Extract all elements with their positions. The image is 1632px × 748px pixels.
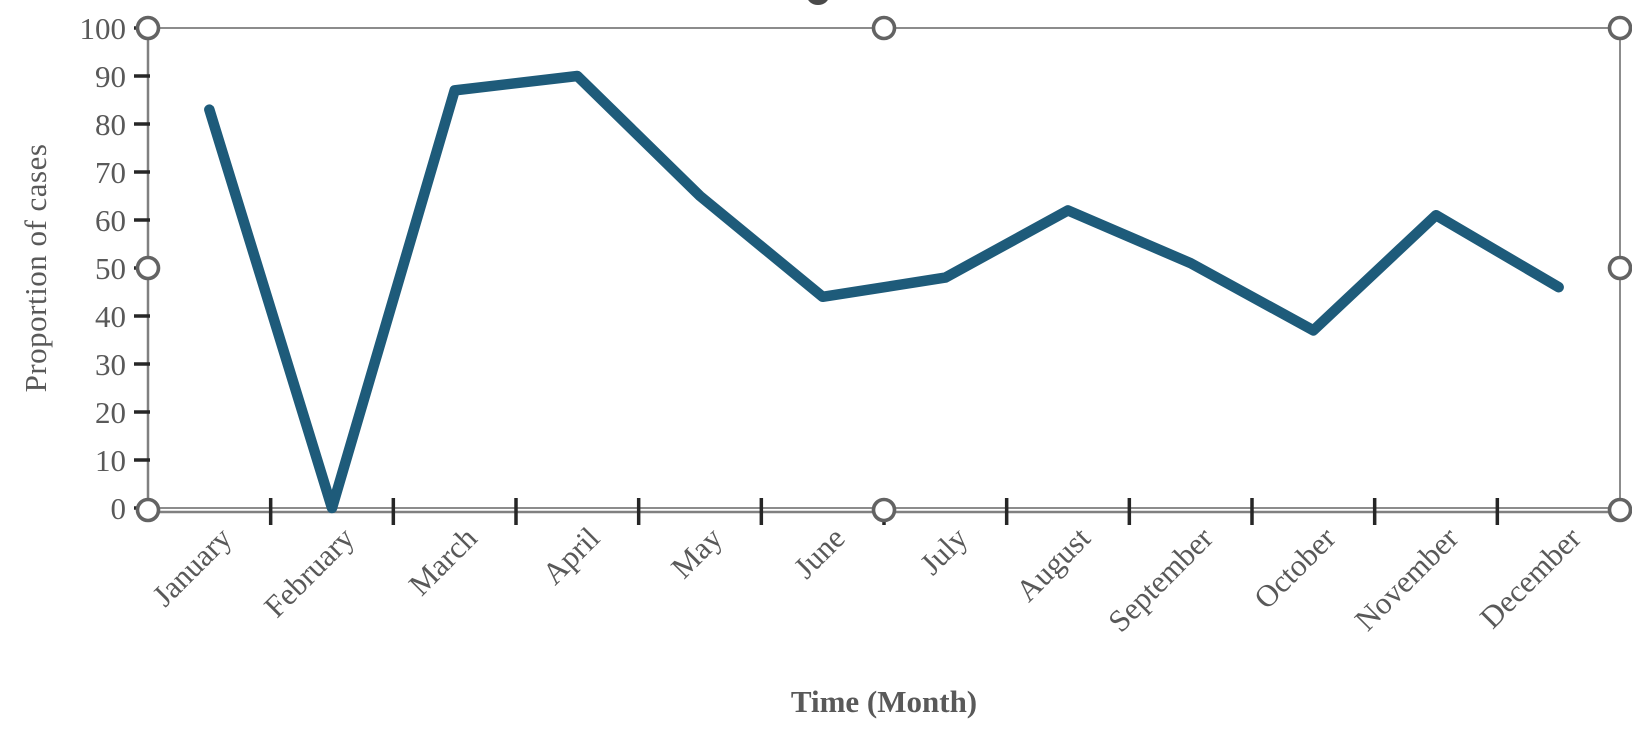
x-tick-label: May: [664, 520, 729, 585]
selection-handle-bottom-middle[interactable]: [871, 497, 897, 523]
selection-handle-bottom-left[interactable]: [135, 497, 161, 523]
x-tick-label: June: [787, 520, 852, 585]
y-tick-label: 50: [95, 251, 126, 286]
x-tick-label: December: [1473, 520, 1588, 635]
selection-handle-middle-left[interactable]: [135, 255, 161, 281]
x-tick-label: September: [1101, 520, 1220, 639]
x-axis-title: Time (Month): [790, 684, 978, 719]
y-tick-label: 70: [95, 155, 126, 190]
x-tick-label: August: [1009, 520, 1097, 608]
x-tick-label: February: [257, 520, 361, 624]
selection-handle-bottom-right[interactable]: [1607, 497, 1632, 523]
y-tick-label: 100: [80, 11, 127, 46]
series-line[interactable]: [204, 70, 1564, 514]
y-tick-label: 10: [95, 443, 126, 478]
x-tick-label: November: [1348, 520, 1466, 638]
selection-handle-top-left[interactable]: [135, 15, 161, 41]
x-tick-label: April: [535, 520, 606, 591]
y-tick-label: 60: [95, 203, 126, 238]
y-axis-title: Proportion of cases: [18, 143, 53, 393]
x-tick-label: March: [402, 520, 484, 602]
y-tick-label: 0: [111, 491, 127, 526]
clipped-chart-title-glyph: [808, 0, 828, 5]
selection-border: [147, 27, 1621, 509]
y-tick-label: 80: [95, 107, 126, 142]
y-tick-label: 20: [95, 395, 126, 430]
y-tick-label: 30: [95, 347, 126, 382]
x-tick-label: October: [1247, 520, 1343, 616]
y-tick-label: 90: [95, 59, 126, 94]
selection-handle-middle-right[interactable]: [1607, 255, 1632, 281]
y-tick-label: 40: [95, 299, 126, 334]
x-tick-label: July: [913, 520, 975, 582]
selection-handle-top-middle[interactable]: [871, 15, 897, 41]
selection-handle-top-right[interactable]: [1607, 15, 1632, 41]
x-tick-label: January: [145, 520, 238, 613]
